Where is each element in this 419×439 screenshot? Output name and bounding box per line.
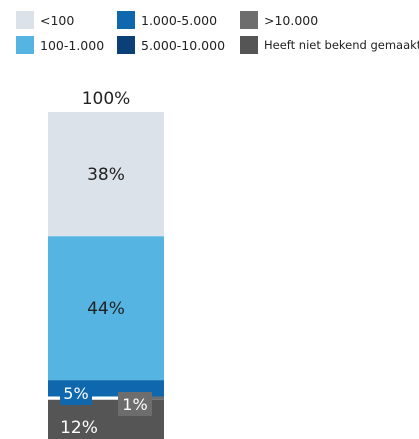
legend-item-gt10000: >10.000 (240, 11, 318, 29)
data-label-2: 5% (63, 384, 88, 403)
data-label-box-2 (60, 381, 92, 405)
total-label: 100% (82, 89, 131, 109)
bar-segments: 38% 44% 5% 1% 12% (48, 112, 164, 439)
legend-item-1000-5000: 1.000-5.000 (117, 11, 217, 29)
legend-item-lt100: <100 (16, 11, 74, 29)
bar-segment-1 (48, 236, 164, 381)
legend-label-lt100: <100 (40, 12, 75, 28)
data-label-4: 1% (122, 395, 147, 414)
legend-item-5000-10000: 5.000-10.000 (117, 36, 225, 54)
legend-label-1000-5000: 1.000-5.000 (141, 12, 218, 28)
legend-item-100-1000: 100-1.000 (16, 36, 104, 54)
data-label-1: 44% (87, 299, 125, 319)
data-label-0: 38% (87, 165, 125, 185)
legend-label-gt10000: >10.000 (264, 12, 319, 28)
data-label-box-4 (118, 392, 152, 416)
legend-label-unknown: Heeft niet bekend gemaakt (264, 38, 419, 52)
chart-legend: <100 1.000-5.000 >10.000 100-1.000 5.000… (0, 0, 419, 60)
legend-swatch-lt100 (16, 11, 34, 29)
legend-label-5000-10000: 5.000-10.000 (141, 37, 226, 53)
legend-swatch-100-1000 (16, 36, 34, 54)
legend-swatch-unknown (240, 36, 258, 54)
legend-swatch-5000-10000 (117, 36, 135, 54)
legend-swatch-1000-5000 (117, 11, 135, 29)
legend-label-100-1000: 100-1.000 (40, 37, 105, 53)
data-label-5: 12% (60, 418, 98, 438)
bar-segment-0 (48, 112, 164, 237)
legend-item-unknown: Heeft niet bekend gemaakt (240, 36, 419, 54)
legend-swatch-gt10000 (240, 11, 258, 29)
